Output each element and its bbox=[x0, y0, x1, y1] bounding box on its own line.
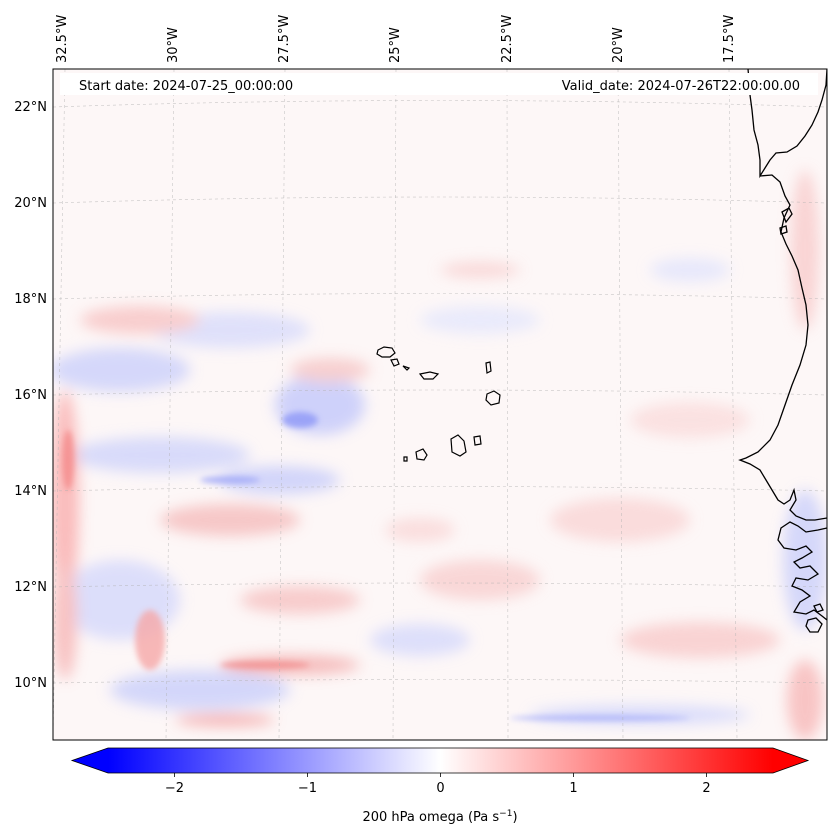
lat-label: 20°N bbox=[14, 196, 47, 211]
colorbar-outline bbox=[70, 747, 810, 774]
colorbar-label-close: ) bbox=[512, 810, 517, 825]
colorbar-extend-low bbox=[72, 748, 108, 773]
colorbar-extend-high bbox=[773, 748, 808, 773]
lon-label: 17.5°W bbox=[722, 15, 737, 63]
lat-label: 10°N bbox=[14, 676, 47, 691]
colorbar-tick-label: 1 bbox=[569, 781, 577, 796]
colorbar-label: 200 hPa omega (Pa s−1) bbox=[362, 809, 517, 825]
lon-label: 30°W bbox=[166, 27, 181, 63]
lat-label: 12°N bbox=[14, 580, 47, 595]
longitude-labels: 32.5°W 30°W 27.5°W 25°W 22.5°W 20°W 17.5… bbox=[55, 15, 737, 63]
graticule bbox=[53, 69, 827, 740]
colorbar-tick-label: 2 bbox=[702, 781, 710, 796]
colorbar-ticks: −2 −1 0 1 2 bbox=[165, 773, 711, 796]
date-header-box bbox=[60, 73, 818, 95]
lat-label: 16°N bbox=[14, 388, 47, 403]
colorbar-tick-label: 0 bbox=[436, 781, 444, 796]
colorbar-label-main: 200 hPa omega (Pa s bbox=[362, 810, 499, 825]
latitude-labels: 22°N 20°N 18°N 16°N 14°N 12°N 10°N bbox=[14, 100, 47, 691]
colorbar-tick-label: −1 bbox=[298, 781, 317, 796]
lon-label: 20°W bbox=[611, 27, 626, 63]
omega-field bbox=[53, 69, 827, 740]
valid-date: Valid_date: 2024-07-26T22:00:00.00 bbox=[562, 79, 800, 94]
lon-label: 32.5°W bbox=[55, 15, 70, 63]
start-date: Start date: 2024-07-25_00:00:00 bbox=[79, 79, 293, 94]
colorbar-gradient bbox=[108, 748, 773, 773]
colorbar-tick-label: −2 bbox=[165, 781, 184, 796]
lat-label: 18°N bbox=[14, 292, 47, 307]
lat-label: 22°N bbox=[14, 100, 47, 115]
lat-label: 14°N bbox=[14, 484, 47, 499]
colorbar-label-exponent: −1 bbox=[499, 809, 512, 819]
cape-verde-islands bbox=[376, 346, 501, 462]
lon-label: 22.5°W bbox=[500, 15, 515, 63]
lon-label: 25°W bbox=[388, 27, 403, 63]
lon-label: 27.5°W bbox=[277, 15, 292, 63]
colorbar: −2 −1 0 1 2 200 hPa omega (Pa s−1) bbox=[70, 747, 810, 825]
west-africa-coastline bbox=[738, 69, 827, 633]
map-frame bbox=[52, 68, 828, 741]
